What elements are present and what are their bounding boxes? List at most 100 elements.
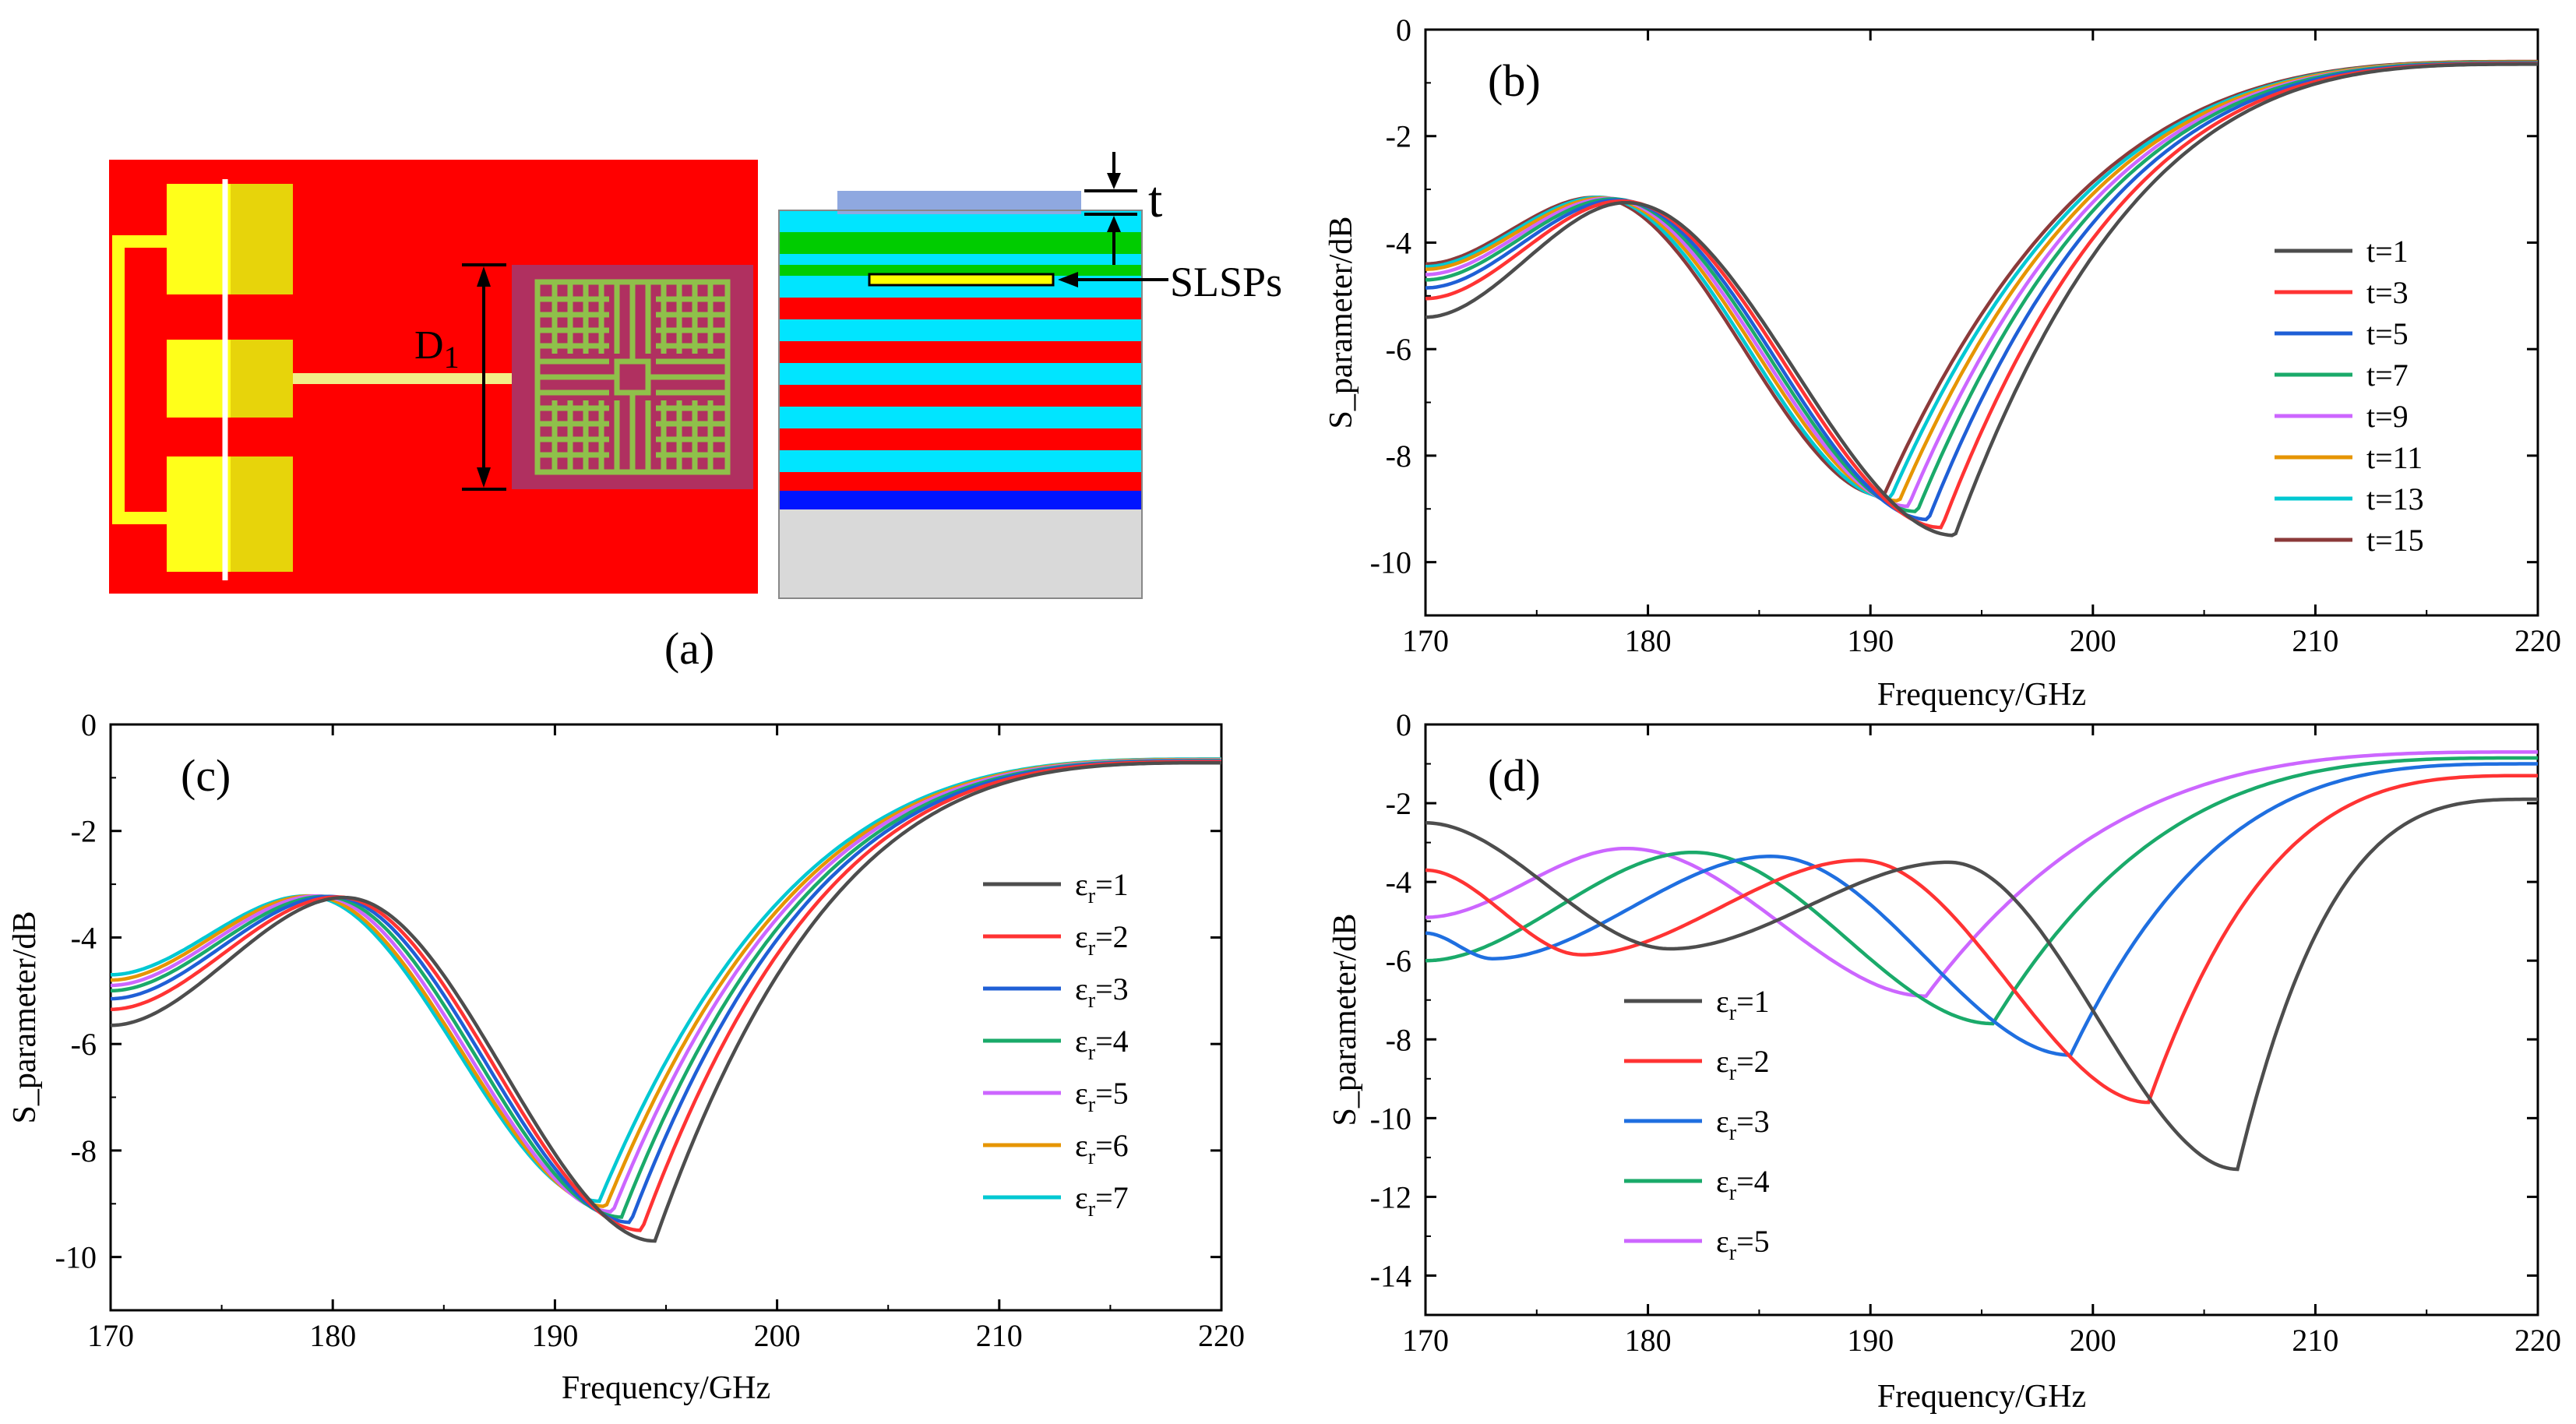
x-tick-label: 210 (2292, 1323, 2338, 1358)
legend-entry: εr=4 (1716, 1164, 1770, 1205)
x-tick-label: 200 (2070, 623, 2116, 658)
x-axis-label: Frequency/GHz (1877, 1379, 2086, 1415)
y-tick-label: -10 (1370, 1101, 1411, 1136)
stack-layer-red (779, 341, 1142, 363)
y-axis-label: S_parameter/dB (7, 911, 43, 1124)
panel-a-device-schematic: D1 t SLSPs (a) (109, 152, 1282, 674)
x-tick-label: 190 (531, 1318, 578, 1353)
y-tick-label: -2 (1386, 119, 1411, 154)
stack-layer-red (779, 385, 1142, 407)
legend-entry: t=3 (2366, 275, 2409, 310)
x-tick-label: 200 (754, 1318, 801, 1353)
x-axis-label: Frequency/GHz (1877, 677, 2086, 713)
chart-panel-b: 170 180 190 200 210 220 0 -2 -4 -6 -8 -10 Frequency/… (1323, 12, 2561, 713)
slsps-arrow (1058, 272, 1168, 287)
thickness-label: t (1148, 171, 1162, 228)
stack-outline (778, 210, 1143, 599)
y-tick-label: -10 (1370, 545, 1411, 580)
y-tick-label: 0 (81, 707, 97, 742)
electrode-shadow-top (231, 184, 293, 294)
legend-entry: εr=2 (1075, 919, 1129, 960)
slsps-layer (868, 273, 1055, 287)
y-tick-label: -12 (1370, 1179, 1411, 1214)
y-tick-label: -6 (1386, 332, 1411, 367)
legend-entry: t=1 (2366, 234, 2409, 269)
x-tick-label: 190 (1847, 623, 1894, 658)
x-tick-label: 200 (2070, 1323, 2116, 1358)
y-tick-label: -6 (71, 1027, 97, 1062)
x-tick-label: 180 (309, 1318, 356, 1353)
legend-entry: t=13 (2366, 481, 2424, 516)
y-tick-label: -8 (1386, 439, 1411, 474)
y-tick-label: -2 (1386, 786, 1411, 821)
series-line (1425, 62, 2538, 538)
legend-entry: t=11 (2366, 440, 2423, 475)
x-tick-label: 220 (1198, 1318, 1245, 1353)
legend-entry: t=15 (2366, 523, 2424, 558)
legend-entry: εr=5 (1716, 1224, 1770, 1265)
electrode-bracket (112, 235, 223, 524)
chart-panel-d: 170 180 190 200 210 220 0 -2 -4 -6 -8 -10 -12 -14 Freq… (1327, 707, 2561, 1415)
electrode-shadow-bottom (231, 456, 293, 572)
spiral-pattern (534, 279, 731, 475)
legend-entry: εr=3 (1075, 971, 1129, 1013)
panel-a-label: (a) (664, 623, 714, 674)
slsps-label: SLSPs (1170, 259, 1282, 305)
legend-entry: t=5 (2366, 316, 2409, 351)
series-line (1425, 774, 2538, 1105)
stack-layer-cyan (779, 319, 1142, 341)
stack-layer-red (779, 298, 1142, 319)
stack-layer-cyan (779, 363, 1142, 385)
y-tick-label: -10 (55, 1240, 97, 1275)
y-tick-label: -4 (1386, 865, 1411, 900)
x-tick-label: 220 (2514, 623, 2561, 658)
y-tick-label: -6 (1386, 943, 1411, 978)
y-tick-label: -4 (71, 920, 97, 955)
panel-label: (b) (1488, 55, 1541, 106)
stack-layer-substrate (779, 509, 1142, 598)
x-tick-label: 220 (2514, 1323, 2561, 1358)
legend-entry: εr=3 (1716, 1104, 1770, 1145)
y-tick-label: -8 (71, 1133, 97, 1168)
panel-label: (c) (181, 750, 231, 801)
y-tick-label: 0 (1396, 12, 1411, 48)
series-line (1425, 762, 2538, 1057)
x-tick-label: 180 (1625, 1323, 1672, 1358)
stack-layer-green (779, 232, 1142, 254)
stack-layer-blue (779, 491, 1142, 509)
chart-panel-c: 170 180 190 200 210 220 0 -2 -4 -6 -8 -10 Frequency/… (7, 707, 1245, 1406)
legend-entry: εr=2 (1716, 1044, 1770, 1085)
electrode-shadow-middle (231, 340, 293, 418)
series-line (1425, 756, 2538, 1026)
y-axis-label: S_parameter/dB (1327, 914, 1363, 1126)
x-tick-label: 190 (1847, 1323, 1894, 1358)
x-tick-label: 210 (976, 1318, 1023, 1353)
y-tick-label: 0 (1396, 707, 1411, 742)
series-line (1425, 797, 2538, 1172)
y-tick-label: -8 (1386, 1022, 1411, 1057)
panel-label: (d) (1488, 750, 1541, 801)
stack-layer-red (779, 472, 1142, 494)
x-tick-label: 210 (2292, 623, 2338, 658)
legend-entry: t=9 (2366, 399, 2409, 434)
x-tick-label: 170 (1402, 623, 1449, 658)
dimension-arrow-d1 (462, 263, 506, 491)
y-axis-label: S_parameter/dB (1323, 217, 1359, 429)
stack-layer-red (779, 428, 1142, 450)
feed-line (293, 373, 528, 384)
legend-entry: εr=4 (1075, 1024, 1129, 1065)
legend-entry: εr=6 (1075, 1128, 1129, 1169)
series-line (110, 760, 1221, 1243)
x-tick-label: 170 (1402, 1323, 1449, 1358)
legend-entry: εr=1 (1716, 984, 1770, 1025)
x-axis-label: Frequency/GHz (562, 1370, 770, 1406)
series-line (110, 760, 1221, 1232)
plot-frame (1424, 723, 2539, 1316)
legend-entry: εr=1 (1075, 867, 1129, 908)
legend-entry: t=7 (2366, 358, 2409, 393)
y-tick-label: -14 (1370, 1258, 1411, 1293)
thickness-indicator (1084, 152, 1137, 265)
legend-entry: εr=7 (1075, 1180, 1129, 1221)
y-tick-label: -4 (1386, 225, 1411, 260)
